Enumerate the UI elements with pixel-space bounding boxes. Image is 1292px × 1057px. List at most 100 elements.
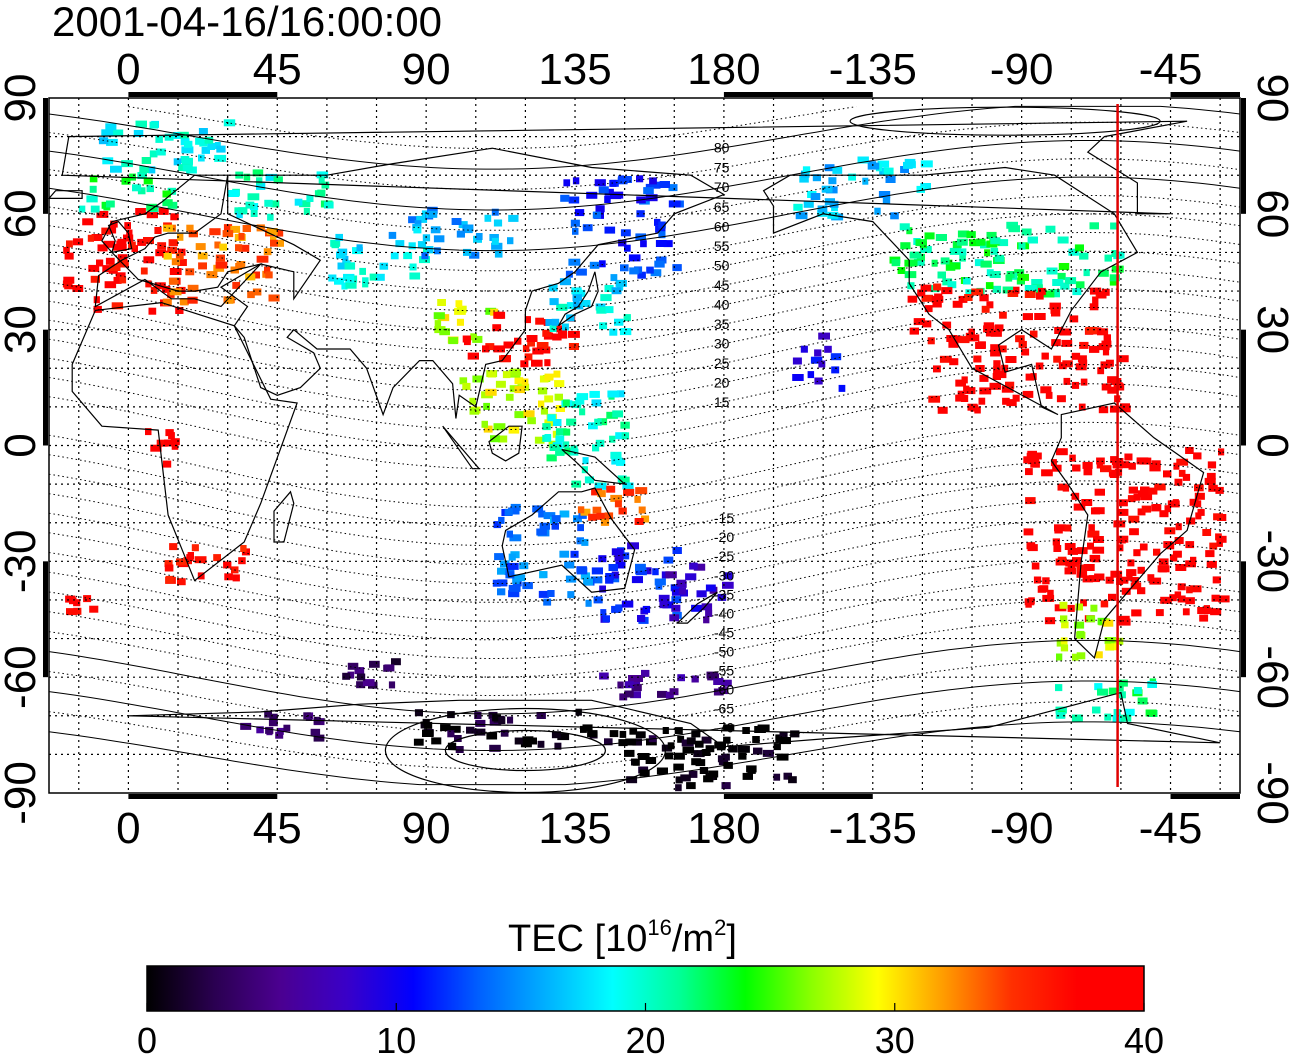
- coastline: [1050, 402, 1205, 660]
- tec-cell: [674, 752, 685, 760]
- tec-cell: [1043, 290, 1055, 298]
- tec-cell: [629, 727, 638, 735]
- tec-cell: [167, 187, 177, 195]
- tec-cell: [568, 330, 580, 338]
- tec-cell: [154, 227, 162, 234]
- mag-contour: [48, 232, 1241, 312]
- tec-cell: [832, 166, 843, 174]
- tec-cell: [801, 170, 810, 178]
- tec-cell: [102, 157, 114, 165]
- tec-cell: [469, 407, 480, 415]
- x-tick-label-top: 90: [402, 45, 451, 94]
- figure-title: 2001-04-16/16:00:00: [52, 0, 442, 45]
- tec-cell: [640, 240, 647, 248]
- tec-cell: [424, 721, 433, 729]
- tec-cell: [422, 730, 434, 737]
- tec-cell: [693, 563, 706, 571]
- tec-cell: [634, 518, 644, 525]
- tec-cell: [1038, 287, 1046, 295]
- tec-cell: [509, 534, 522, 542]
- tec-cell: [544, 359, 551, 367]
- tec-cell: [591, 567, 603, 575]
- tec-cell: [1105, 576, 1114, 584]
- tec-cell: [268, 719, 278, 727]
- tec-cell: [1030, 460, 1040, 468]
- tec-cell: [283, 724, 291, 732]
- coastline: [557, 271, 599, 327]
- tec-cell: [810, 356, 823, 364]
- tec-cell: [1021, 348, 1030, 356]
- tec-cell: [1137, 587, 1146, 595]
- mag-contour: [48, 105, 1241, 170]
- tec-cell: [799, 175, 809, 183]
- mag-lat-label: 80: [714, 140, 730, 156]
- tec-cell: [303, 207, 310, 215]
- tec-cell: [636, 210, 645, 218]
- tec-cell: [483, 425, 493, 433]
- tec-cell: [487, 370, 497, 378]
- tec-cell: [655, 582, 663, 590]
- tec-cell: [1089, 345, 1100, 353]
- tec-cell: [1025, 373, 1034, 381]
- mag-lat-label: 30: [714, 336, 730, 352]
- tec-cell: [703, 775, 714, 783]
- tec-cell: [508, 426, 520, 434]
- border-bar-left: [43, 98, 48, 214]
- tec-cell: [920, 160, 933, 168]
- tec-cell: [1079, 252, 1089, 260]
- tec-cell: [497, 588, 506, 596]
- tec-cell: [661, 744, 673, 752]
- tec-cell: [933, 365, 941, 373]
- mag-contour: [48, 460, 1241, 546]
- tec-cell: [802, 166, 811, 174]
- tec-cell: [1055, 711, 1066, 719]
- x-tick-label-bottom: -135: [829, 804, 917, 853]
- tec-cell: [508, 553, 516, 561]
- tec-cell: [544, 434, 552, 441]
- tec-cell: [572, 294, 583, 302]
- tec-cell: [1059, 601, 1068, 609]
- tec-cell: [701, 603, 713, 611]
- border-bar-top: [1170, 92, 1240, 97]
- tec-cell: [149, 150, 158, 158]
- coastline: [61, 120, 1188, 215]
- tec-cell: [1111, 250, 1118, 257]
- y-tick-label-left: 0: [0, 433, 45, 457]
- tec-cell: [559, 550, 570, 558]
- tec-cell: [599, 585, 606, 593]
- tec-cell: [318, 176, 325, 184]
- tec-cell: [1107, 376, 1118, 384]
- tec-cell: [1092, 546, 1105, 554]
- tec-cell: [64, 252, 74, 260]
- tec-cell: [126, 229, 133, 237]
- tec-cell: [1117, 508, 1129, 516]
- tec-cell: [691, 730, 701, 738]
- tec-cell: [990, 329, 1002, 337]
- tec-cell: [963, 277, 971, 285]
- tec-cell: [582, 224, 593, 232]
- tec-cell: [574, 209, 585, 217]
- tec-cell: [1086, 615, 1096, 623]
- tec-cell: [369, 660, 380, 668]
- tec-cell: [456, 230, 465, 238]
- tec-cell: [955, 394, 966, 402]
- tec-cell: [504, 508, 513, 516]
- tec-cell: [1032, 284, 1043, 292]
- tec-cell: [612, 410, 624, 418]
- tec-cell: [1206, 472, 1216, 480]
- tec-cell: [573, 515, 582, 523]
- tec-cell: [986, 231, 997, 239]
- tec-cell: [595, 205, 605, 213]
- tec-cell: [795, 212, 808, 220]
- tec-cell: [1089, 303, 1099, 311]
- tec-cell: [920, 241, 927, 249]
- tec-cell: [148, 307, 157, 315]
- tec-cell: [654, 578, 666, 586]
- tec-cell: [658, 221, 666, 229]
- tec-cell: [1012, 394, 1020, 402]
- tec-cell: [265, 271, 273, 279]
- tec-cell: [434, 320, 442, 328]
- tec-cell: [1137, 490, 1145, 498]
- tec-cell: [973, 355, 982, 363]
- tec-cell: [654, 260, 665, 268]
